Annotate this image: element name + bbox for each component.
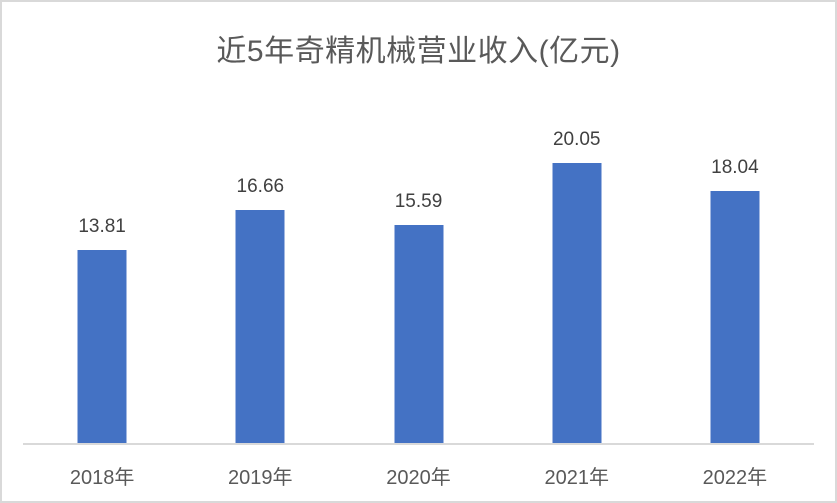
bar-value-label: 13.81: [78, 216, 126, 238]
bar-column: 15.59: [339, 94, 497, 443]
bar: [710, 191, 760, 443]
bar-column: 18.04: [656, 94, 814, 443]
bar-value-label: 20.05: [552, 129, 601, 151]
plot-area: 13.81 16.66 15.59 20.05 18.04: [23, 94, 814, 445]
x-tick-label: 2019年: [228, 467, 293, 489]
x-tick-label: 2020年: [386, 467, 451, 489]
x-tick-label: 2021年: [544, 467, 609, 489]
x-axis-ticks: 2018年 2019年 2020年 2021年 2022年: [23, 461, 814, 490]
bar: [235, 210, 285, 443]
bar: [394, 225, 443, 443]
chart-title: 近5年奇精机械营业收入(亿元): [216, 35, 621, 68]
x-tick-label: 2018年: [69, 467, 135, 489]
bar-value-label: 15.59: [394, 191, 443, 213]
x-tick-label: 2022年: [702, 467, 768, 489]
bar-column: 13.81: [23, 94, 181, 443]
bar-value-label: 18.04: [711, 157, 759, 179]
bar-value-label: 16.66: [236, 176, 285, 198]
bar: [77, 250, 127, 443]
bar: [552, 163, 602, 443]
bar-column: 16.66: [181, 94, 339, 443]
bar-column: 20.05: [498, 94, 656, 443]
